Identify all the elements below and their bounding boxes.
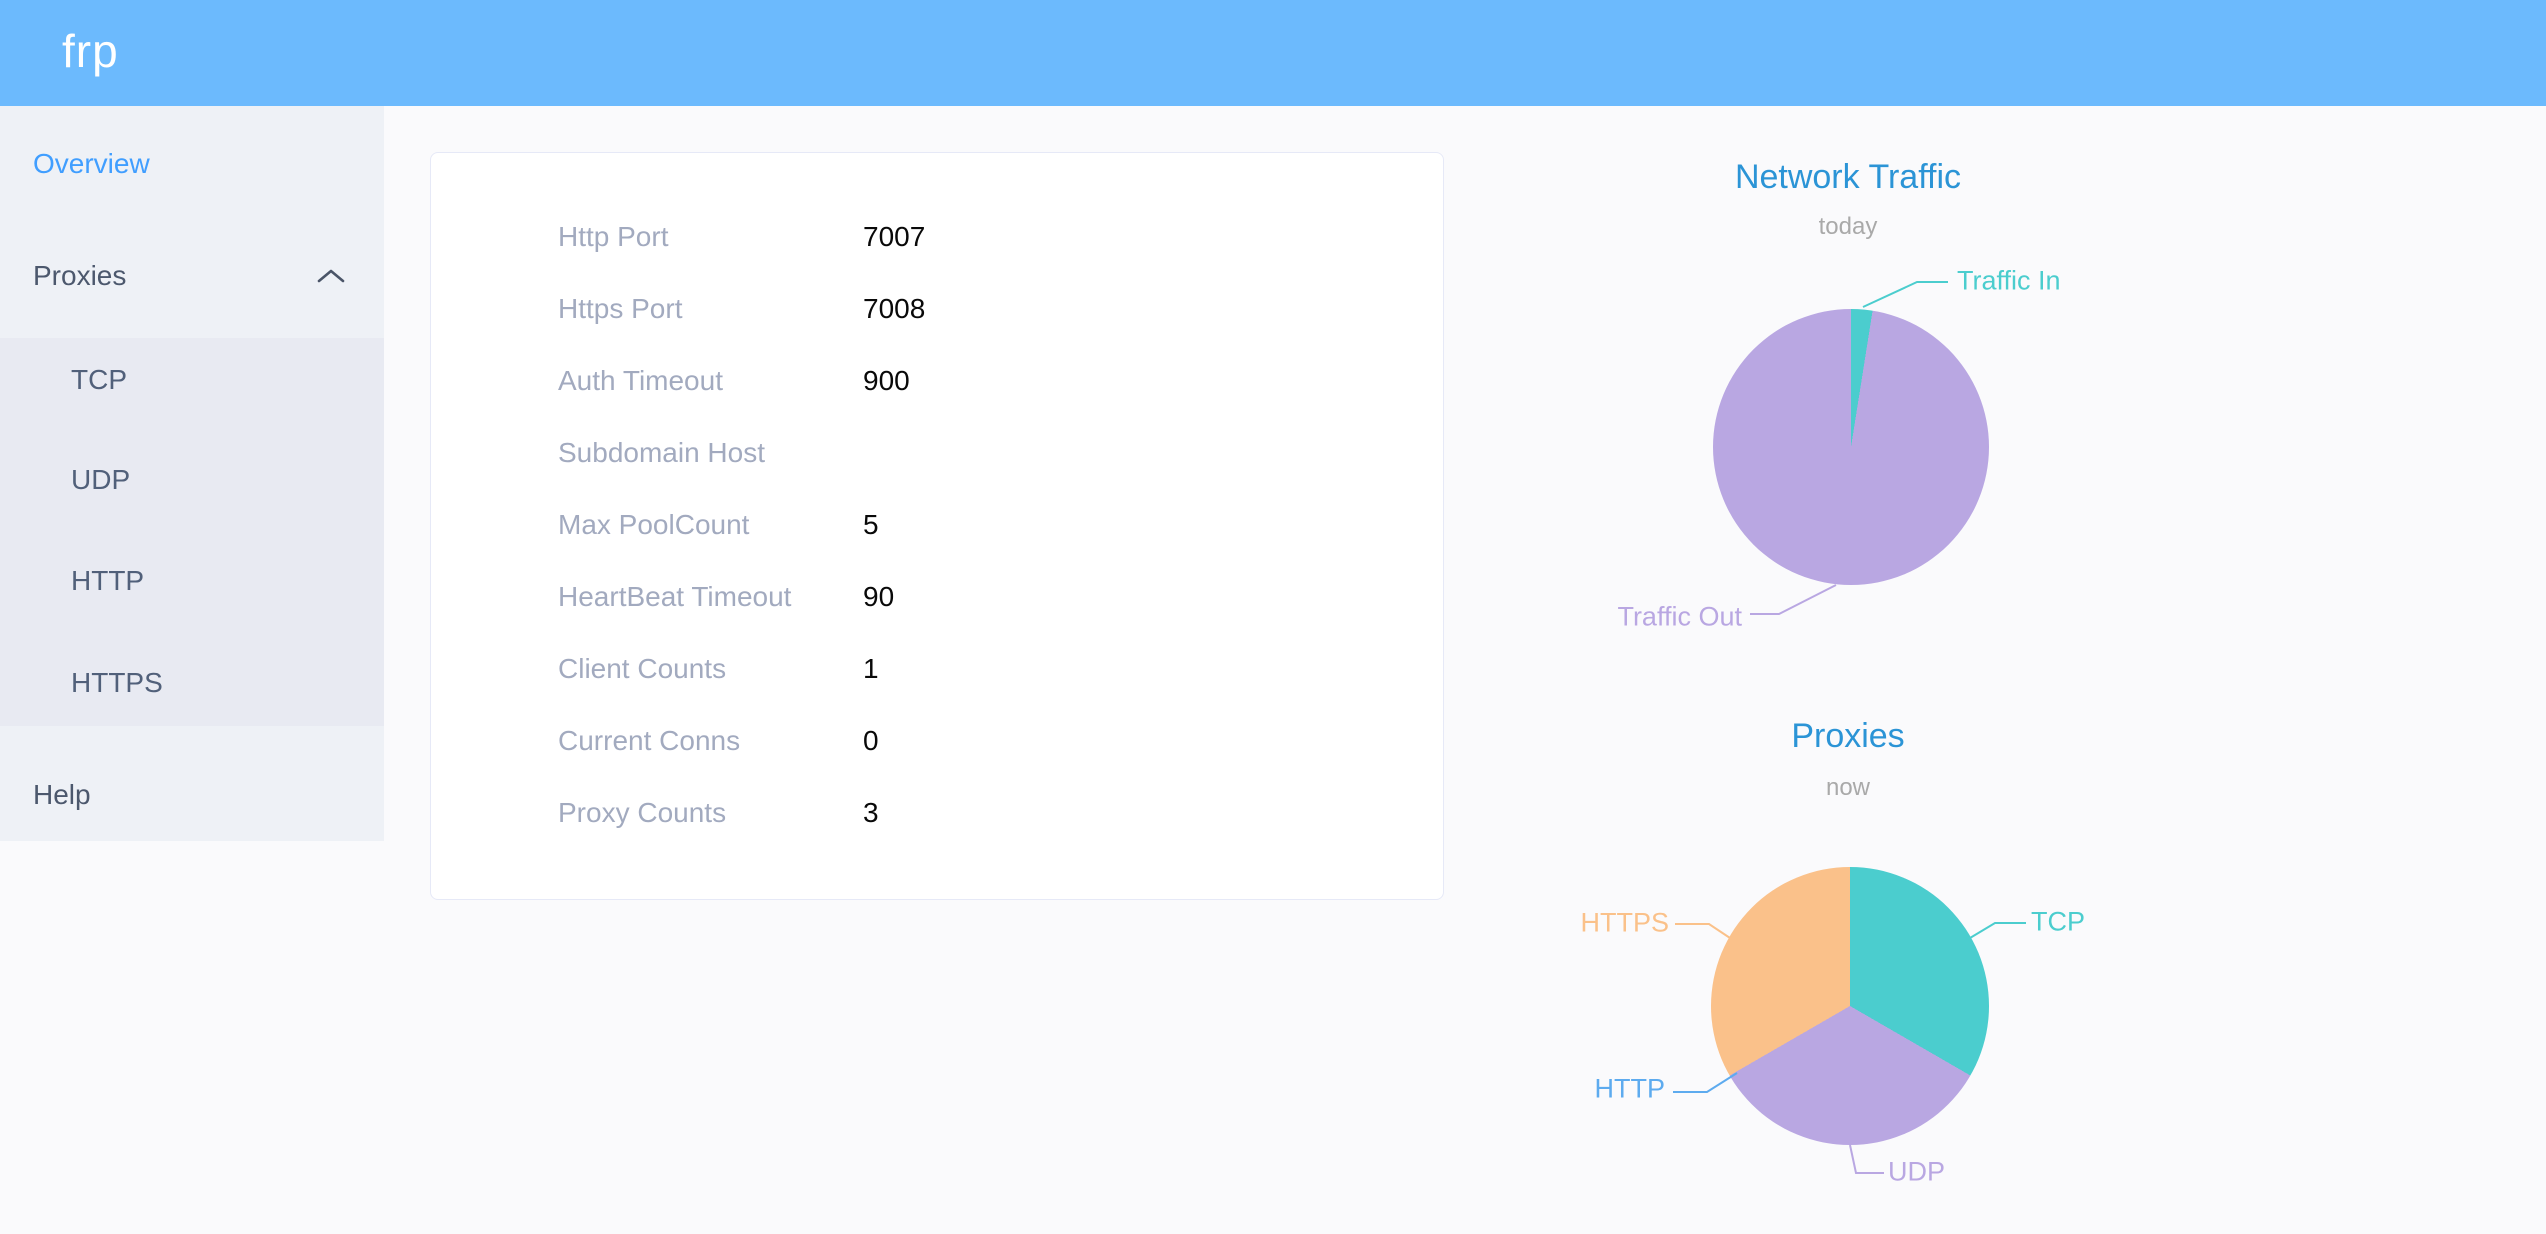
traffic-out-leader-line <box>1750 584 1837 615</box>
info-label: Max PoolCount <box>558 509 750 540</box>
sidebar-item-udp[interactable]: UDP <box>0 458 384 502</box>
udp-slice-label: UDP <box>1888 1156 1946 1187</box>
traffic-in-leader-line <box>1862 281 1948 308</box>
traffic-out-label: Traffic Out <box>1617 601 1742 632</box>
sidebar-item-label: HTTPS <box>71 667 163 698</box>
sidebar-item-proxies[interactable]: Proxies <box>0 254 384 298</box>
header-bar: frp <box>0 0 2546 106</box>
info-value: 900 <box>863 365 910 396</box>
network-traffic-pie-chart[interactable] <box>1713 309 1989 585</box>
info-row-max-poolcount: Max PoolCount 5 <box>431 507 1443 543</box>
info-label: Proxy Counts <box>558 797 727 828</box>
traffic-in-label: Traffic In <box>1957 265 2061 296</box>
chevron-up-icon <box>317 269 345 283</box>
info-value: 90 <box>863 581 895 612</box>
info-row-client-counts: Client Counts 1 <box>431 651 1443 687</box>
info-value: 0 <box>863 725 879 756</box>
server-info-card: Http Port 7007 Https Port 7008 Auth Time… <box>430 152 1444 900</box>
sidebar-item-label: Help <box>33 779 91 810</box>
proxies-chart-subtitle: now <box>1825 774 1871 801</box>
info-row-heartbeat-timeout: HeartBeat Timeout 90 <box>431 579 1443 615</box>
proxies-pie-chart[interactable] <box>1711 867 1989 1145</box>
network-traffic-title: Network Traffic <box>1734 158 1962 196</box>
info-label: HeartBeat Timeout <box>558 581 792 612</box>
http-leader-line <box>1673 1072 1738 1093</box>
info-row-proxy-counts: Proxy Counts 3 <box>431 795 1443 831</box>
info-label: Subdomain Host <box>558 437 766 468</box>
sidebar-item-tcp[interactable]: TCP <box>0 358 384 402</box>
info-value: 1 <box>863 653 879 684</box>
tcp-slice-label: TCP <box>2031 906 2085 937</box>
info-row-auth-timeout: Auth Timeout 900 <box>431 363 1443 399</box>
info-row-https-port: Https Port 7008 <box>431 291 1443 327</box>
sidebar-item-label: TCP <box>71 364 127 395</box>
info-row-http-port: Http Port 7007 <box>431 219 1443 255</box>
sidebar-item-label: UDP <box>71 464 131 495</box>
sidebar: Overview Proxies TCP UDP HTTP HTTPS Help <box>0 106 384 841</box>
proxies-chart-title: Proxies <box>1791 717 1905 755</box>
sidebar-item-http[interactable]: HTTP <box>0 559 384 603</box>
sidebar-item-overview[interactable]: Overview <box>0 142 384 186</box>
info-value: 7007 <box>863 221 926 252</box>
app-logo: frp <box>62 24 119 77</box>
info-value: 7008 <box>863 293 926 324</box>
sidebar-item-label: HTTP <box>71 565 145 596</box>
udp-leader-line <box>1849 1144 1884 1174</box>
network-traffic-subtitle: today <box>1818 213 1878 240</box>
info-row-subdomain-host: Subdomain Host <box>431 435 1443 471</box>
info-label: Https Port <box>558 293 683 324</box>
tcp-leader-line <box>1969 922 2026 939</box>
info-label: Http Port <box>558 221 669 252</box>
sidebar-item-help[interactable]: Help <box>0 773 384 817</box>
sidebar-item-https[interactable]: HTTPS <box>0 661 384 705</box>
https-slice-label: HTTPS <box>1580 907 1669 938</box>
sidebar-item-label: Proxies <box>33 260 127 291</box>
info-row-current-conns: Current Conns 0 <box>431 723 1443 759</box>
info-label: Auth Timeout <box>558 365 723 396</box>
info-value: 5 <box>863 509 879 540</box>
sidebar-item-label: Overview <box>33 148 150 179</box>
info-label: Client Counts <box>558 653 727 684</box>
proxies-submenu: TCP UDP HTTP HTTPS <box>0 338 384 726</box>
https-leader-line <box>1675 923 1731 939</box>
info-label: Current Conns <box>558 725 741 756</box>
http-slice-label: HTTP <box>1594 1073 1666 1104</box>
info-value: 3 <box>863 797 879 828</box>
